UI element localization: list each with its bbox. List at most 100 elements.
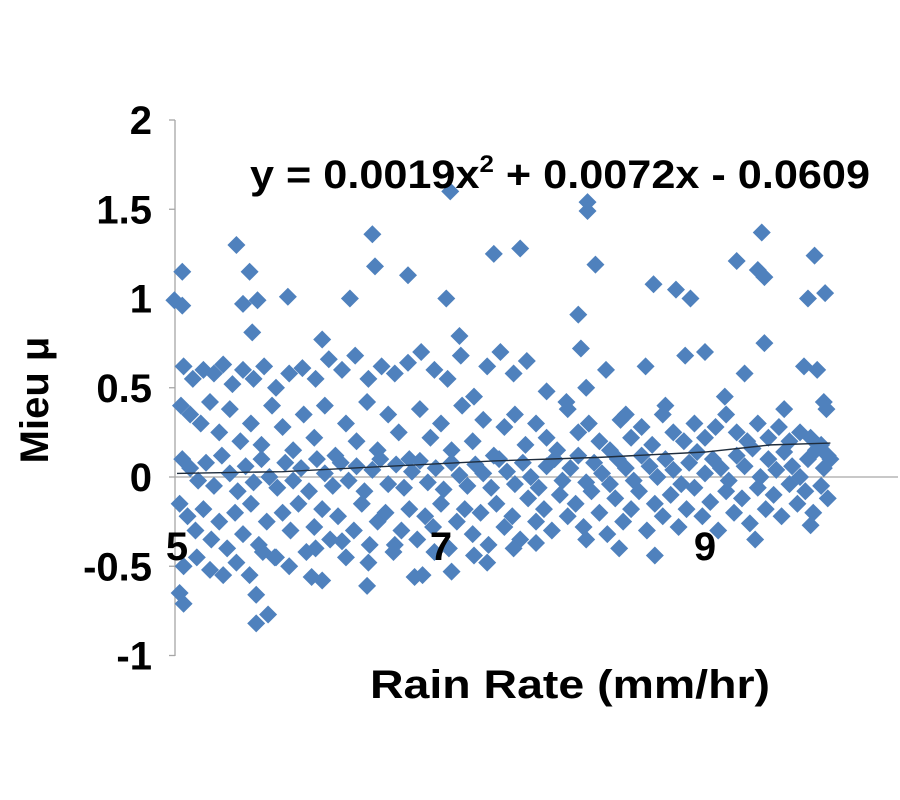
- data-point: [280, 364, 299, 383]
- data-point: [255, 357, 274, 376]
- data-point: [226, 503, 245, 522]
- data-point: [644, 275, 663, 294]
- scatter-points: [165, 182, 840, 633]
- data-point: [577, 378, 596, 397]
- data-point: [759, 428, 778, 447]
- data-point: [637, 521, 656, 540]
- data-point: [706, 418, 725, 437]
- data-point: [561, 459, 580, 478]
- data-point: [442, 562, 461, 581]
- data-point: [653, 507, 672, 526]
- data-point: [441, 182, 460, 201]
- data-point: [189, 471, 208, 490]
- data-point: [181, 405, 200, 424]
- data-point: [439, 539, 458, 558]
- data-point: [240, 262, 259, 281]
- data-point: [336, 548, 355, 567]
- data-point: [358, 393, 377, 412]
- data-point: [352, 494, 371, 513]
- data-point: [465, 546, 483, 565]
- data-point: [252, 450, 271, 469]
- data-point: [252, 435, 271, 454]
- data-point: [527, 512, 546, 531]
- data-point: [772, 507, 791, 526]
- data-point: [648, 468, 667, 486]
- data-point: [434, 480, 453, 499]
- data-point: [183, 369, 202, 388]
- data-point: [307, 450, 326, 469]
- data-point: [676, 346, 695, 365]
- data-point: [701, 492, 720, 511]
- data-point: [487, 494, 506, 513]
- data-point: [355, 482, 374, 501]
- data-point: [478, 553, 497, 572]
- data-point: [542, 521, 561, 540]
- data-point: [220, 400, 239, 419]
- data-point: [606, 489, 625, 508]
- data-point: [597, 360, 615, 379]
- data-point: [610, 539, 629, 558]
- data-point: [817, 400, 836, 419]
- data-point: [645, 546, 664, 565]
- data-point: [796, 482, 815, 501]
- data-point: [418, 473, 437, 492]
- data-point: [505, 405, 524, 424]
- data-point: [711, 459, 730, 478]
- data-point: [305, 428, 324, 447]
- data-point: [247, 614, 266, 633]
- data-point: [748, 414, 767, 433]
- data-point: [201, 560, 219, 579]
- y-tick-label: 1: [130, 278, 152, 322]
- data-point: [788, 494, 807, 513]
- data-point: [243, 323, 262, 342]
- data-point: [495, 517, 514, 536]
- data-point: [379, 405, 398, 424]
- data-point: [455, 500, 474, 519]
- data-point: [672, 475, 691, 494]
- data-point: [717, 482, 736, 501]
- data-point: [812, 476, 831, 495]
- data-point: [558, 400, 577, 419]
- data-point: [795, 357, 813, 376]
- data-point: [385, 535, 404, 554]
- data-point: [241, 494, 260, 513]
- data-point: [412, 343, 431, 362]
- data-point: [173, 296, 192, 315]
- data-point: [305, 517, 324, 536]
- data-point: [801, 516, 820, 535]
- data-point: [632, 418, 651, 437]
- data-point: [735, 364, 754, 383]
- data-point: [267, 378, 285, 397]
- data-point: [808, 360, 827, 379]
- data-point: [313, 500, 332, 519]
- data-point: [358, 576, 377, 595]
- data-point: [818, 489, 837, 508]
- data-point: [244, 473, 263, 492]
- data-point: [336, 414, 355, 433]
- data-point: [775, 443, 794, 462]
- data-point: [366, 257, 384, 276]
- data-point: [220, 464, 239, 483]
- data-point: [504, 539, 523, 558]
- data-point: [253, 542, 272, 561]
- data-point: [402, 462, 421, 481]
- data-point: [622, 500, 641, 519]
- data-point: [432, 494, 450, 513]
- data-point: [321, 530, 340, 549]
- data-point: [534, 500, 553, 519]
- data-point: [586, 255, 605, 274]
- data-point: [764, 485, 783, 504]
- data-point: [178, 507, 197, 526]
- data-point: [187, 548, 206, 567]
- data-point: [630, 482, 648, 501]
- data-point: [696, 428, 714, 447]
- data-point: [201, 393, 219, 412]
- data-point: [347, 457, 366, 476]
- data-point: [521, 468, 540, 486]
- data-point: [611, 410, 630, 429]
- data-point: [347, 432, 366, 451]
- data-point: [582, 482, 601, 501]
- data-point: [511, 239, 530, 258]
- data-point: [756, 500, 775, 519]
- data-point: [268, 478, 287, 497]
